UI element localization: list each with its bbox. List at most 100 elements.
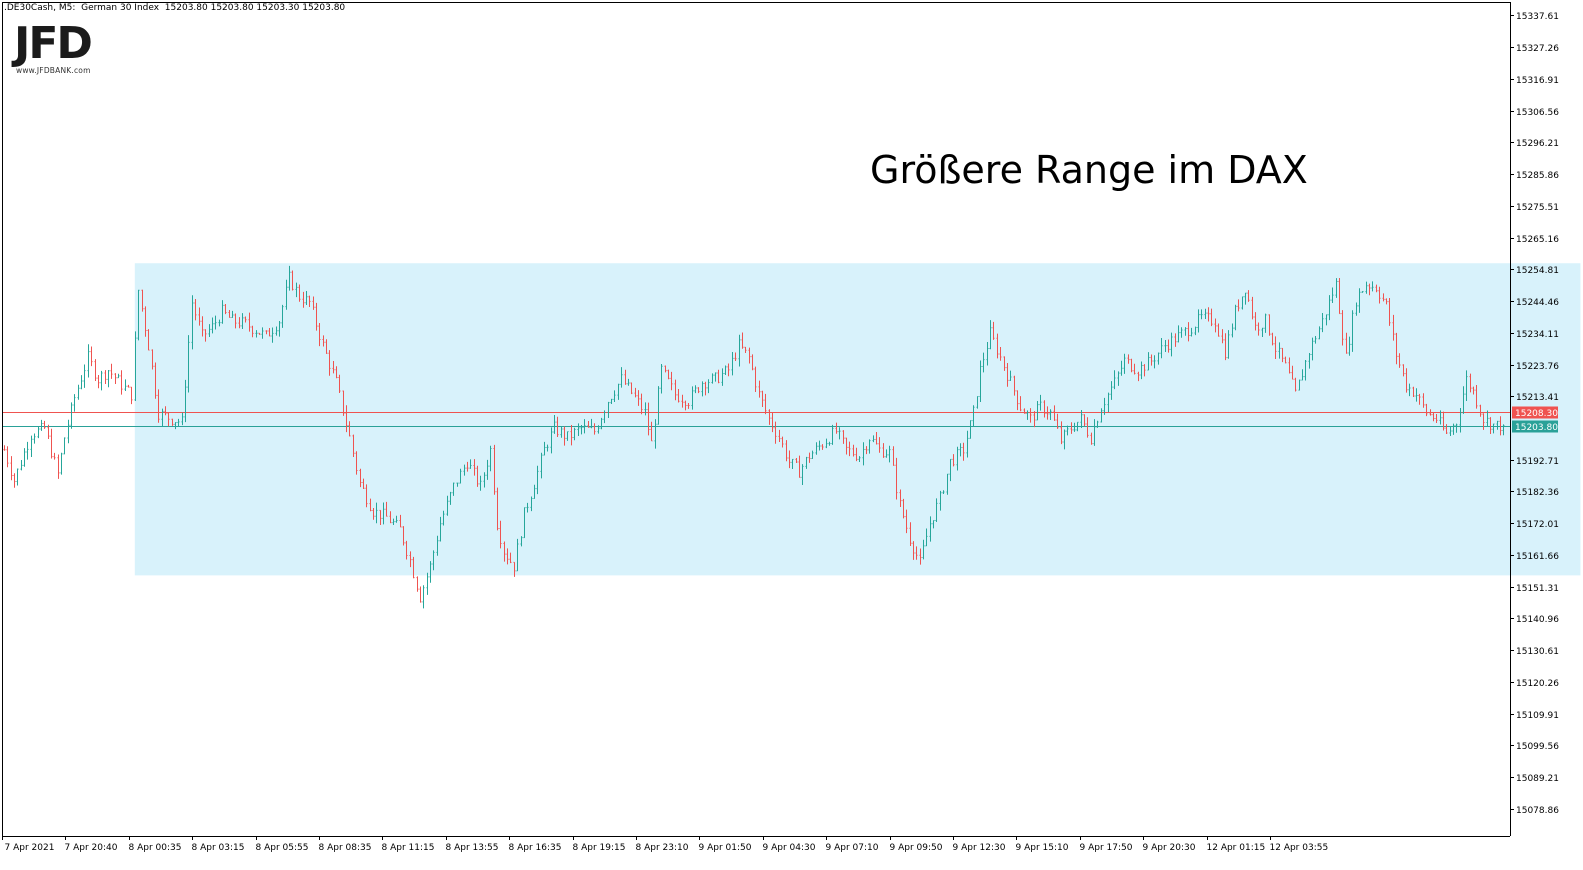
- candle: [308, 295, 311, 308]
- candle: [1029, 408, 1032, 423]
- candle: [1244, 292, 1247, 305]
- candle: [355, 451, 358, 475]
- candle: [1278, 342, 1281, 359]
- candle: [801, 464, 804, 485]
- candle: [429, 561, 432, 583]
- chart-headline: Größere Range im DAX: [870, 148, 1308, 192]
- logo-url: www.JFDBANK.com: [16, 66, 91, 75]
- candle: [1492, 423, 1495, 434]
- candle: [295, 282, 298, 298]
- candle: [520, 536, 523, 547]
- candle: [251, 325, 254, 338]
- candle: [1439, 410, 1442, 425]
- candle: [580, 425, 583, 435]
- y-tick-label: 15275.51: [1516, 203, 1559, 213]
- candle: [1177, 325, 1180, 343]
- candle: [1247, 290, 1250, 302]
- candle: [469, 459, 472, 469]
- candle: [291, 270, 294, 291]
- candle: [1023, 408, 1026, 414]
- candle: [1355, 302, 1358, 316]
- candle: [1090, 432, 1093, 445]
- candle: [130, 386, 133, 405]
- y-tick-label: 15296.21: [1516, 139, 1559, 149]
- candle: [919, 548, 922, 565]
- candle: [312, 296, 315, 310]
- candle: [932, 520, 935, 529]
- candle: [1378, 286, 1381, 304]
- candle: [348, 421, 351, 437]
- candle: [1049, 409, 1052, 421]
- candle: [422, 585, 425, 609]
- candle: [365, 484, 368, 508]
- candle: [1130, 358, 1133, 373]
- candle: [607, 401, 610, 419]
- candle: [228, 309, 231, 318]
- candle: [20, 459, 23, 471]
- candle: [1086, 417, 1089, 438]
- candle: [613, 390, 616, 403]
- candle: [1170, 332, 1173, 357]
- candle: [845, 437, 848, 455]
- candle: [1123, 353, 1126, 374]
- y-tick-label: 15099.56: [1516, 742, 1559, 752]
- candle: [33, 433, 36, 444]
- candle: [187, 335, 190, 393]
- y-tick-label: 15337.61: [1516, 12, 1559, 22]
- candle: [1321, 313, 1324, 333]
- y-tick-label: 15140.96: [1516, 615, 1559, 625]
- candle: [946, 473, 949, 495]
- candle: [536, 465, 539, 495]
- candle: [711, 373, 714, 384]
- candle: [1459, 408, 1462, 433]
- x-tick-label: 8 Apr 19:15: [573, 843, 626, 853]
- candle: [915, 546, 918, 560]
- candle: [603, 410, 606, 424]
- candle: [1462, 386, 1465, 414]
- candle: [1301, 369, 1304, 381]
- candle: [848, 441, 851, 457]
- candle: [446, 495, 449, 516]
- candle: [1147, 352, 1150, 371]
- candle: [1398, 353, 1401, 368]
- candle: [10, 456, 13, 481]
- candle: [94, 359, 97, 381]
- candle: [278, 321, 281, 337]
- candle: [6, 446, 9, 468]
- candle: [1499, 416, 1502, 436]
- candle: [208, 324, 211, 338]
- candle: [1365, 281, 1368, 294]
- y-tick-label: 15161.66: [1516, 552, 1559, 562]
- candle: [127, 384, 130, 388]
- candle: [238, 317, 241, 329]
- x-tick-label: 8 Apr 13:55: [446, 843, 499, 853]
- ask-price-label-bg: [1512, 406, 1558, 419]
- candle: [466, 461, 469, 472]
- candle: [1298, 379, 1301, 391]
- candle: [577, 423, 580, 436]
- candle: [660, 364, 663, 394]
- candle: [419, 586, 422, 603]
- candle: [124, 379, 127, 391]
- candle: [345, 405, 348, 433]
- y-tick-label: 15316.91: [1516, 76, 1559, 86]
- candle: [1435, 414, 1438, 424]
- candle: [959, 443, 962, 457]
- candle: [681, 394, 684, 408]
- candle: [902, 498, 905, 519]
- candle: [637, 390, 640, 406]
- candle: [1489, 417, 1492, 435]
- candle: [714, 372, 717, 382]
- candle: [13, 473, 16, 488]
- candle: [315, 302, 318, 331]
- candle: [1221, 329, 1224, 344]
- candle: [191, 295, 194, 350]
- candle: [785, 440, 788, 462]
- candle: [600, 417, 603, 430]
- y-tick-label: 15254.81: [1516, 266, 1559, 276]
- candle: [1261, 327, 1264, 337]
- candle: [912, 541, 915, 560]
- candle: [697, 387, 700, 394]
